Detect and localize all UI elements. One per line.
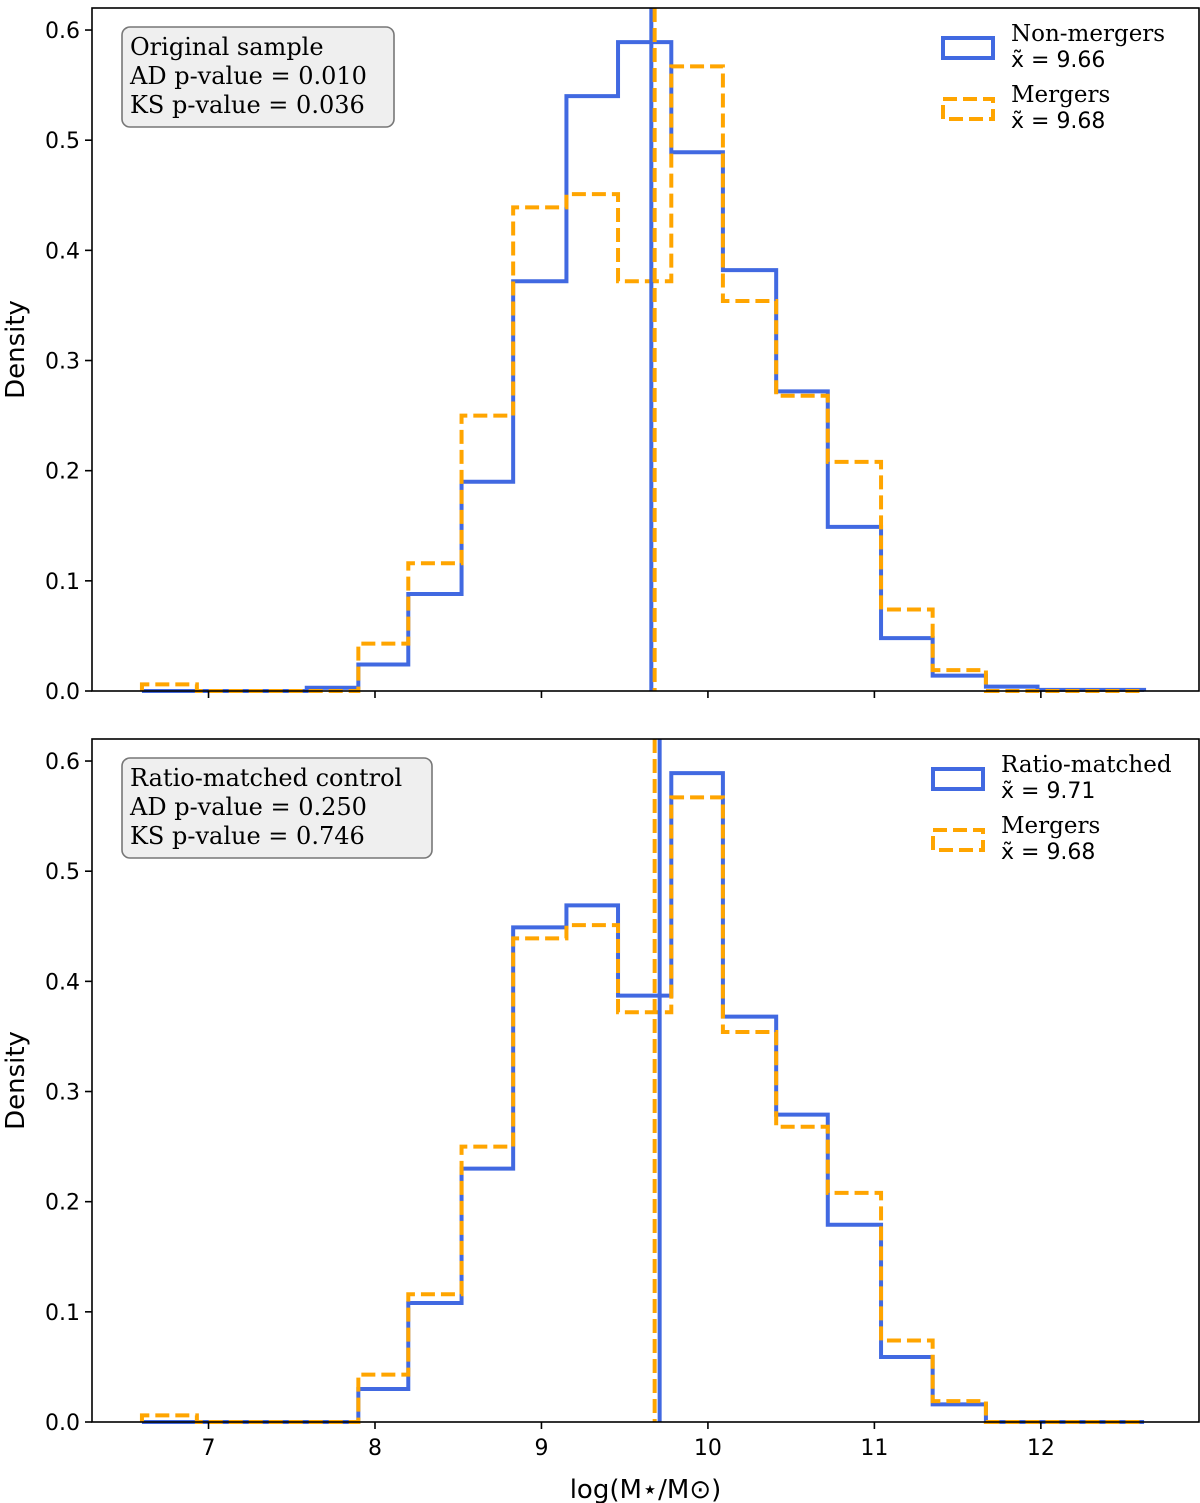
x-tick-label: 11 (860, 1436, 888, 1461)
stats-line: AD p-value = 0.010 (129, 62, 367, 90)
stats-line: AD p-value = 0.250 (129, 793, 367, 821)
stats-line: Original sample (130, 33, 324, 61)
y-tick-label: 0.4 (45, 239, 80, 264)
series-ratio-matched (141, 771, 1145, 1424)
stats-box (121, 757, 433, 859)
stats-line: KS p-value = 0.746 (130, 822, 365, 850)
panel-2: 0.0 0.1 0.2 0.3 0.4 0.5 0.6 7 8 9 10 11 12 Density log… (1, 738, 1200, 1503)
y-tick-label: 0.2 (45, 460, 80, 485)
y-tick-label: 0.1 (45, 1301, 80, 1326)
x-tick-label: 8 (368, 1436, 382, 1461)
legend-entry-name: Mergers (1011, 82, 1110, 108)
legend-entry-median: x̃ = 9.66 (1011, 48, 1105, 73)
x-tick-label: 7 (202, 1436, 216, 1461)
legend-swatch (931, 828, 985, 852)
y-tick-label: 0.3 (45, 1081, 80, 1106)
series-mergers (139, 795, 1145, 1424)
y-tick-label: 0.3 (45, 350, 80, 375)
panel-1: 0.0 0.1 0.2 0.3 0.4 0.5 0.6 Density Original sam… (1, 7, 1200, 705)
legend-swatch (941, 36, 995, 60)
legend-entry-name: Mergers (1001, 813, 1100, 839)
legend-swatch (931, 767, 985, 791)
y-tick-label: 0.0 (45, 680, 80, 705)
y-tick-label: 0.5 (45, 129, 80, 154)
legend-entry-median: x̃ = 9.68 (1011, 109, 1105, 134)
y-tick-label: 0.6 (45, 19, 80, 44)
legend-swatch (941, 97, 995, 121)
stats-box (121, 26, 395, 128)
x-tick-label: 9 (534, 1436, 548, 1461)
series-mergers (139, 64, 1145, 693)
stats-line: Ratio-matched control (130, 764, 402, 792)
y-axis-label: Density (1, 300, 31, 399)
x-axis-label: log(M⋆/M⊙) (570, 1475, 722, 1503)
y-tick-label: 0.5 (45, 860, 80, 885)
axes-frame (91, 7, 1200, 692)
legend-entry-name: Non-mergers (1011, 21, 1165, 47)
legend-entry-median: x̃ = 9.71 (1001, 779, 1095, 804)
y-axis-label: Density (1, 1031, 31, 1130)
x-tick-label: 12 (1027, 1436, 1055, 1461)
legend-entry-name: Ratio-matched (1001, 752, 1172, 778)
x-tick-label: 10 (694, 1436, 722, 1461)
stats-line: KS p-value = 0.036 (130, 91, 365, 119)
y-tick-label: 0.0 (45, 1411, 80, 1436)
axes-frame (91, 738, 1200, 1423)
y-tick-label: 0.2 (45, 1191, 80, 1216)
series-non-mergers (141, 40, 1147, 693)
y-tick-label: 0.4 (45, 970, 80, 995)
legend-entry-median: x̃ = 9.68 (1001, 840, 1095, 865)
y-tick-label: 0.6 (45, 750, 80, 775)
y-tick-label: 0.1 (45, 570, 80, 595)
